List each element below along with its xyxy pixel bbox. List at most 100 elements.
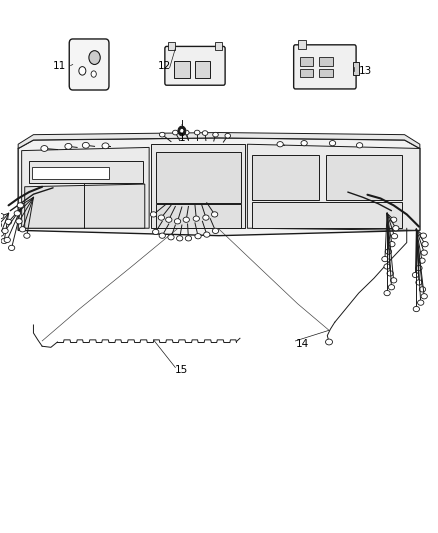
Ellipse shape (195, 233, 201, 239)
Ellipse shape (212, 212, 218, 217)
Ellipse shape (0, 213, 4, 219)
Ellipse shape (203, 215, 209, 220)
Bar (215, 42, 222, 50)
Circle shape (89, 51, 100, 64)
Ellipse shape (391, 217, 397, 222)
Bar (353, 62, 359, 75)
Ellipse shape (1, 238, 7, 244)
Polygon shape (18, 133, 420, 149)
Ellipse shape (389, 241, 395, 247)
Bar (155, 204, 241, 228)
Bar (29, 161, 143, 182)
Ellipse shape (325, 339, 332, 345)
Ellipse shape (393, 225, 399, 231)
Ellipse shape (213, 132, 218, 137)
Ellipse shape (184, 130, 189, 135)
Ellipse shape (392, 233, 398, 239)
Ellipse shape (384, 264, 390, 269)
Ellipse shape (421, 294, 427, 299)
Ellipse shape (19, 227, 26, 232)
Ellipse shape (159, 233, 166, 238)
Ellipse shape (150, 212, 157, 217)
Bar (168, 42, 175, 50)
Text: 12: 12 (158, 61, 171, 70)
Ellipse shape (389, 285, 395, 290)
Ellipse shape (419, 287, 426, 292)
Ellipse shape (152, 229, 159, 235)
Ellipse shape (16, 219, 22, 224)
Ellipse shape (2, 228, 8, 233)
Ellipse shape (385, 249, 392, 254)
FancyBboxPatch shape (293, 45, 356, 89)
Bar (174, 61, 190, 78)
Ellipse shape (382, 256, 388, 262)
Bar (252, 155, 319, 200)
Ellipse shape (4, 237, 11, 243)
Bar (319, 57, 332, 66)
Polygon shape (21, 148, 149, 228)
Polygon shape (18, 138, 420, 236)
Ellipse shape (8, 245, 15, 251)
Ellipse shape (185, 236, 191, 241)
Ellipse shape (65, 143, 72, 149)
Text: 15: 15 (175, 365, 188, 375)
Ellipse shape (277, 142, 283, 147)
Ellipse shape (301, 141, 307, 146)
Polygon shape (151, 144, 245, 228)
Bar (32, 167, 109, 179)
Ellipse shape (0, 222, 2, 228)
Ellipse shape (174, 219, 180, 224)
Ellipse shape (158, 215, 165, 220)
Ellipse shape (329, 141, 336, 146)
Ellipse shape (177, 236, 183, 241)
Ellipse shape (159, 132, 165, 137)
Ellipse shape (0, 231, 4, 236)
Text: 1: 1 (179, 133, 185, 143)
Polygon shape (247, 144, 420, 230)
Ellipse shape (412, 272, 419, 278)
FancyBboxPatch shape (165, 46, 225, 85)
Bar (252, 201, 403, 228)
Ellipse shape (384, 290, 390, 296)
Ellipse shape (225, 133, 230, 138)
Ellipse shape (391, 278, 397, 283)
Bar (195, 61, 210, 78)
Bar (300, 57, 313, 66)
Ellipse shape (202, 131, 208, 135)
Bar (319, 69, 332, 77)
Ellipse shape (168, 235, 174, 240)
Ellipse shape (102, 143, 109, 149)
Ellipse shape (357, 143, 363, 148)
Text: 11: 11 (53, 61, 66, 70)
Circle shape (91, 71, 96, 77)
Text: 14: 14 (295, 338, 309, 349)
Bar (300, 69, 313, 77)
Ellipse shape (41, 146, 48, 151)
Circle shape (79, 67, 86, 75)
Text: 13: 13 (359, 66, 372, 76)
Ellipse shape (183, 217, 189, 222)
FancyBboxPatch shape (69, 39, 109, 90)
Polygon shape (25, 184, 145, 228)
Ellipse shape (17, 203, 24, 208)
Ellipse shape (417, 300, 424, 305)
Ellipse shape (413, 306, 420, 312)
Ellipse shape (421, 250, 427, 255)
Ellipse shape (24, 233, 30, 238)
Ellipse shape (173, 130, 178, 135)
Ellipse shape (14, 211, 21, 216)
Ellipse shape (420, 233, 427, 238)
Ellipse shape (194, 130, 200, 135)
Ellipse shape (419, 258, 425, 263)
Bar (326, 155, 403, 200)
Ellipse shape (204, 232, 210, 237)
Ellipse shape (5, 219, 12, 224)
Bar (297, 40, 306, 49)
Ellipse shape (416, 280, 422, 285)
Ellipse shape (422, 241, 428, 247)
Ellipse shape (166, 217, 172, 222)
Ellipse shape (212, 228, 219, 233)
Ellipse shape (82, 142, 89, 148)
Ellipse shape (387, 271, 393, 276)
Bar (155, 152, 241, 203)
